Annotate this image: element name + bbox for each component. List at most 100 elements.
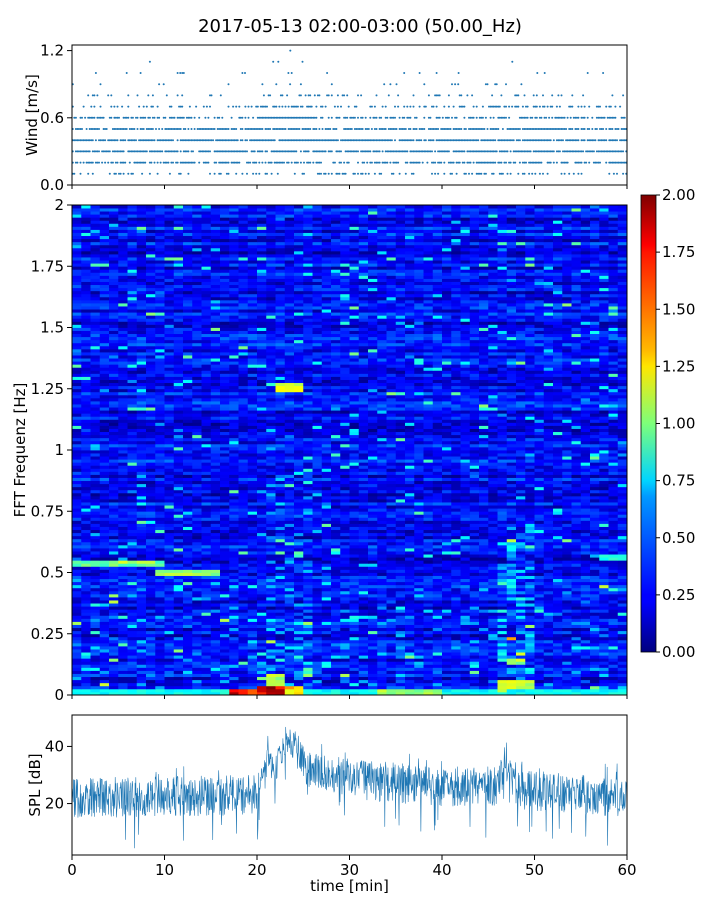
wind-point	[357, 161, 359, 164]
spectrogram-cell	[294, 600, 304, 604]
spectrogram-cell	[479, 636, 489, 641]
wind-point	[532, 161, 535, 164]
spectrogram-cell	[432, 688, 443, 693]
spectrogram-cell	[562, 627, 572, 632]
spectrogram-cell	[358, 597, 369, 601]
spectrogram-cell	[294, 541, 304, 546]
spectrogram-cell	[294, 618, 304, 622]
wind-point	[204, 116, 207, 119]
wind-point	[284, 105, 287, 108]
spectrogram-cell	[340, 649, 350, 653]
spectrogram-cell	[183, 627, 193, 632]
spectrogram-cell	[192, 621, 202, 625]
spectrogram-cell	[127, 557, 138, 561]
wind-point	[532, 94, 535, 97]
wind-point	[318, 94, 321, 97]
spectrogram-cell	[460, 535, 471, 540]
spectrogram-cell	[543, 688, 554, 693]
spectrogram-cell	[358, 563, 369, 567]
spectrogram-cell	[414, 593, 424, 598]
spectrogram-cell	[349, 590, 360, 595]
spectrogram-cell	[571, 627, 582, 632]
wind-point	[468, 128, 470, 130]
spectrogram-cell	[257, 685, 267, 690]
spectrogram-cell	[257, 584, 267, 589]
wind-point	[535, 161, 538, 164]
spectrogram-cell	[90, 685, 101, 690]
spectrogram-cell	[72, 612, 82, 616]
wind-point	[424, 150, 427, 153]
wind-point	[602, 139, 605, 142]
spectrogram-cell	[534, 664, 545, 668]
spectrogram-cell	[580, 688, 591, 693]
spectrogram-cell	[238, 627, 249, 632]
spectrogram-cell	[312, 566, 323, 570]
spectrogram-cell	[173, 612, 184, 616]
spectrogram-cell	[331, 682, 341, 687]
spectrogram-cell	[257, 535, 267, 540]
spectrogram-cell	[321, 691, 332, 696]
wind-point	[588, 128, 591, 130]
wind-point	[414, 161, 416, 164]
spectrogram-cell	[599, 691, 609, 696]
spectrogram-cell	[201, 554, 212, 558]
spectrogram-cell	[460, 578, 471, 583]
spectrogram-cell	[395, 633, 406, 638]
spectrogram-cell	[312, 615, 323, 619]
spectrogram-cell	[109, 587, 119, 592]
wind-point	[244, 128, 247, 130]
spectrogram-cell	[423, 688, 434, 693]
spectrogram-cell	[349, 609, 360, 613]
spectrogram-cell	[349, 563, 360, 567]
spectrogram-cell	[506, 584, 517, 589]
spectrogram-cell	[534, 685, 545, 690]
spectrogram-cell	[81, 685, 91, 690]
spectrogram-cell	[469, 676, 480, 681]
wind-point	[275, 116, 278, 119]
wind-point	[114, 161, 117, 164]
spectrogram-cell	[571, 636, 582, 641]
wind-point	[372, 116, 375, 119]
wind-point	[273, 161, 276, 164]
wind-point	[548, 150, 551, 153]
wind-point	[469, 128, 472, 130]
wind-point	[219, 150, 222, 153]
spectrogram-cell	[525, 603, 535, 607]
spectrogram-cell	[321, 664, 332, 668]
wind-point	[235, 150, 238, 153]
spectrogram-cell	[358, 639, 369, 644]
spectrogram-cell	[377, 593, 387, 598]
wind-point	[518, 128, 521, 130]
spectrogram-cell	[183, 655, 193, 659]
wind-point	[301, 139, 304, 142]
spectrogram-cell	[210, 658, 221, 662]
spectrogram-cell	[72, 590, 82, 595]
wind-point	[332, 161, 335, 164]
spectrogram-cell	[331, 621, 341, 625]
wind-point	[384, 161, 387, 164]
spectrogram-cell	[229, 593, 239, 598]
spectrogram-cell	[423, 649, 434, 653]
spectrogram-cell	[488, 630, 498, 635]
spectrogram-cell	[331, 535, 341, 540]
spectrogram-cell	[164, 670, 175, 674]
spectrogram-cell	[525, 560, 535, 564]
spectrogram-cell	[608, 639, 619, 644]
wind-point	[96, 161, 99, 164]
spectrogram-cell	[571, 538, 582, 543]
spectrogram-cell	[497, 649, 508, 653]
spectrogram-cell	[257, 609, 267, 613]
wind-point	[531, 172, 534, 175]
spectrogram-cell	[173, 633, 184, 638]
spectrogram-cell	[562, 554, 572, 558]
spectrogram-cell	[432, 538, 443, 543]
wind-point	[394, 150, 396, 153]
wind-point	[272, 150, 275, 153]
wind-point	[250, 128, 253, 130]
spectrogram-cell	[266, 624, 276, 629]
spectrogram-cell	[294, 606, 304, 610]
wind-point	[452, 105, 455, 108]
spectrogram-cell	[414, 685, 424, 690]
spectrogram-cell	[488, 670, 498, 674]
spectrogram-cell	[201, 535, 212, 540]
